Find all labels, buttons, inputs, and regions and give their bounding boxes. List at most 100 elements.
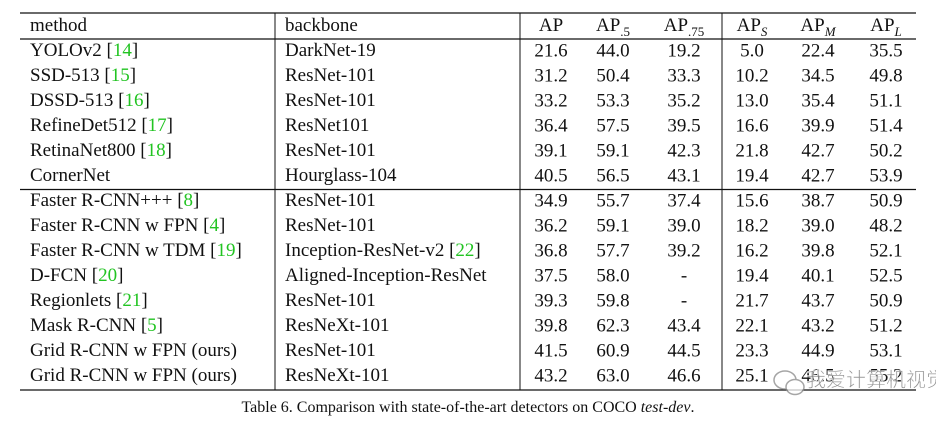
cell-text: ] <box>141 290 147 311</box>
method-cell: YOLOv2 [14] <box>30 40 138 61</box>
value-cell: 21.8 <box>735 140 768 161</box>
header-subscript: .5 <box>620 24 630 39</box>
value-cell: 34.5 <box>801 65 834 86</box>
value-cell: 52.1 <box>869 240 902 261</box>
backbone-cell: ResNet-101 <box>285 340 376 361</box>
cell-text: SSD-513 [ <box>30 65 111 86</box>
value-cell: 55.2 <box>869 365 902 386</box>
cell-text: Hourglass-104 <box>285 165 397 186</box>
value-cell: 19.4 <box>735 165 769 186</box>
value-cell: 50.9 <box>869 190 902 211</box>
value-cell: 5.0 <box>740 40 764 61</box>
value-cell: 19.4 <box>735 265 769 286</box>
header-text: AP <box>737 15 761 36</box>
cell-text: ] <box>166 140 172 161</box>
cell-text: ] <box>130 65 136 86</box>
value-cell: 51.2 <box>869 315 902 336</box>
method-cell: Mask R-CNN [5] <box>30 315 163 336</box>
method-cell: D-FCN [20] <box>30 265 123 286</box>
cell-text: YOLOv2 [ <box>30 40 113 61</box>
backbone-cell: ResNet-101 <box>285 140 376 161</box>
cell-text: Grid R-CNN w FPN (ours) <box>30 340 237 361</box>
value-cell: 52.5 <box>869 265 902 286</box>
value-cell: 35.5 <box>869 40 902 61</box>
cell-text: ] <box>117 265 123 286</box>
value-cell: 53.3 <box>596 90 629 111</box>
value-cell: 39.1 <box>534 140 567 161</box>
value-cell: 33.2 <box>534 90 567 111</box>
value-cell: 19.2 <box>667 40 700 61</box>
method-cell: Faster R-CNN w FPN [4] <box>30 215 225 236</box>
caption-text: . <box>690 399 694 416</box>
cell-text: ResNet-101 <box>285 90 376 111</box>
cell-text: Inception-ResNet-v2 [ <box>285 240 455 261</box>
header-cell: method <box>30 15 87 36</box>
header-text: AP <box>800 15 824 36</box>
value-cell: 44.5 <box>667 340 700 361</box>
cell-text: ] <box>132 40 138 61</box>
cell-text: RetinaNet800 [ <box>30 140 147 161</box>
cell-text: Faster R-CNN w TDM [ <box>30 240 216 261</box>
citation: 19 <box>216 240 235 261</box>
value-cell: 39.2 <box>667 240 700 261</box>
value-cell: 36.4 <box>534 115 568 136</box>
backbone-cell: Inception-ResNet-v2 [22] <box>285 240 481 261</box>
value-cell: 21.6 <box>534 40 567 61</box>
cell-text: ResNet-101 <box>285 190 376 211</box>
value-cell: 40.5 <box>534 165 567 186</box>
header-text: AP <box>539 15 563 36</box>
value-cell: 56.5 <box>596 165 629 186</box>
value-cell: 43.7 <box>801 290 834 311</box>
cell-text: Grid R-CNN w FPN (ours) <box>30 365 237 386</box>
cell-text: ] <box>157 315 163 336</box>
backbone-cell: ResNet101 <box>285 115 369 136</box>
backbone-cell: ResNet-101 <box>285 90 376 111</box>
value-cell: 25.1 <box>735 365 768 386</box>
value-cell: 51.1 <box>869 90 902 111</box>
cell-text: ResNet-101 <box>285 290 376 311</box>
citation: 22 <box>455 240 474 261</box>
watermark: 我爱计算机视觉 <box>806 368 936 392</box>
value-cell: 23.3 <box>735 340 768 361</box>
value-cell: 15.6 <box>735 190 768 211</box>
value-cell: 16.2 <box>735 240 768 261</box>
backbone-cell: ResNet-101 <box>285 190 376 211</box>
cell-text: ] <box>193 190 199 211</box>
caption-text: Table 6. Comparison with state-of-the-ar… <box>242 399 641 416</box>
header-cell: APL <box>870 15 902 39</box>
value-cell: 33.3 <box>667 65 700 86</box>
value-cell: 37.5 <box>534 265 567 286</box>
citation: 5 <box>147 315 157 336</box>
value-cell: 37.4 <box>667 190 701 211</box>
value-cell: 57.5 <box>596 115 629 136</box>
value-cell: 42.7 <box>801 140 834 161</box>
value-cell: 39.5 <box>667 115 700 136</box>
value-cell: 43.4 <box>667 315 701 336</box>
method-cell: Grid R-CNN w FPN (ours) <box>30 340 237 361</box>
cell-text: ResNeXt-101 <box>285 315 389 336</box>
value-cell: 18.2 <box>735 215 768 236</box>
value-cell: 57.7 <box>596 240 629 261</box>
value-cell: 49.8 <box>869 65 902 86</box>
citation: 15 <box>111 65 130 86</box>
value-cell: 59.1 <box>596 140 629 161</box>
value-cell: 36.2 <box>534 215 567 236</box>
value-cell: 58.0 <box>596 265 629 286</box>
value-cell: 44.9 <box>801 340 834 361</box>
cell-text: ResNet-101 <box>285 215 376 236</box>
method-cell: Faster R-CNN+++ [8] <box>30 190 199 211</box>
value-cell: 35.4 <box>801 90 835 111</box>
value-cell: 35.2 <box>667 90 700 111</box>
value-cell: 21.7 <box>735 290 768 311</box>
cell-text: ] <box>474 240 480 261</box>
value-cell: 60.9 <box>596 340 629 361</box>
cell-text: ] <box>167 115 173 136</box>
backbone-cell: DarkNet-19 <box>285 40 376 61</box>
cell-text: Faster R-CNN+++ [ <box>30 190 184 211</box>
value-cell: 48.2 <box>869 215 902 236</box>
value-cell: 55.7 <box>596 190 629 211</box>
method-cell: DSSD-513 [16] <box>30 90 150 111</box>
citation: 21 <box>122 290 141 311</box>
header-subscript: L <box>894 24 902 39</box>
